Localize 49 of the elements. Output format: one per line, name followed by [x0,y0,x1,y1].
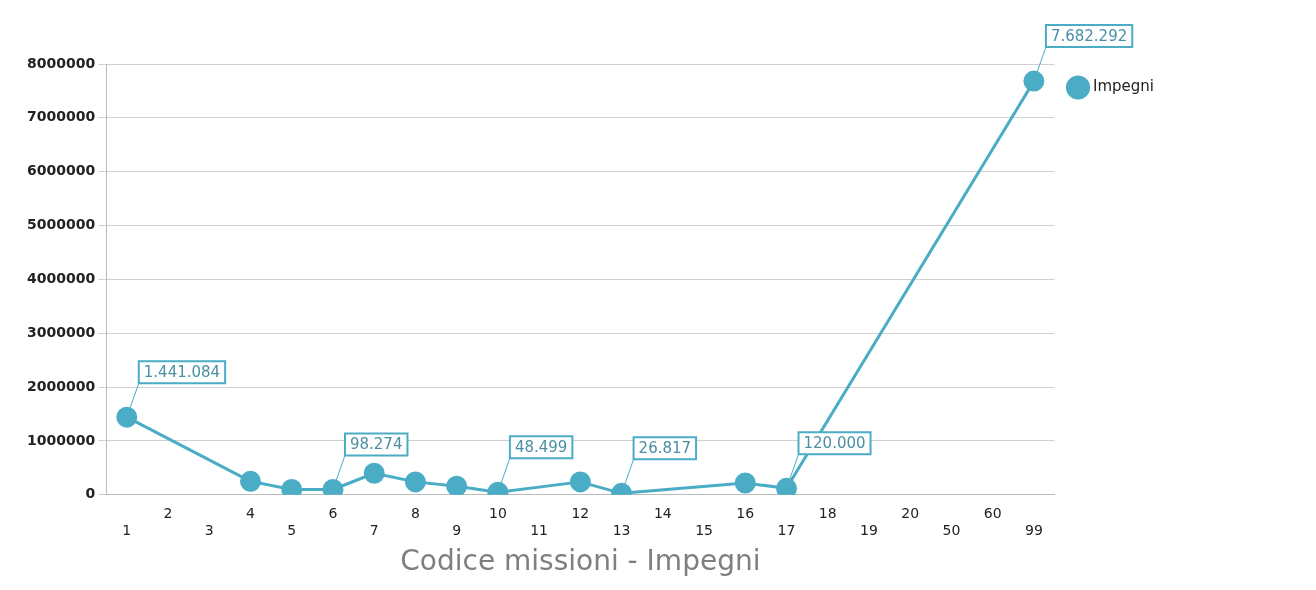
x-tick-label: 20 [901,504,920,521]
x-tick-label: 15 [695,521,713,538]
y-tick-label: 4000000 [26,270,96,287]
x-tick-label: 13 [612,521,631,538]
data-label: 98.274 [349,435,403,454]
x-axis-title: Codice missioni - Impegni [400,544,761,578]
x-tick-label: 3 [204,521,214,538]
y-tick-label: 0 [85,485,96,502]
point [404,471,426,493]
point [569,471,591,493]
point [734,472,756,494]
x-tick-label: 60 [983,504,1002,521]
x-tick-label: 18 [818,504,837,521]
x-tick-label: 7 [369,521,379,538]
legend-label: Impegni [1093,77,1154,96]
point [363,462,385,484]
x-tick-label: 9 [452,521,462,538]
x-tick-label: 6 [328,504,338,521]
x-tick-label: 19 [860,521,878,538]
point [240,470,261,492]
data-label: 120.000 [803,434,866,453]
x-tick-label: 4 [246,504,256,521]
x-tick-label: 1 [122,521,132,538]
x-tick-label: 12 [571,504,590,521]
x-tick-label: 17 [777,521,796,538]
y-tick-label: 3000000 [26,323,96,340]
data-label: 26.817 [638,439,692,458]
point [1023,70,1045,92]
y-tick-label: 1000000 [26,431,96,448]
y-tick-label: 5000000 [26,216,96,233]
data-label: 48.499 [514,438,568,457]
x-tick-label: 5 [287,521,297,538]
point [776,477,798,495]
x-tick-label: 99 [1024,521,1043,538]
x-tick-label: 16 [736,504,755,521]
x-tick-label: 8 [410,504,420,521]
data-label: 1.441.084 [143,363,221,382]
y-tick-label: 7000000 [26,108,96,125]
x-tick-label: 14 [653,504,672,521]
point [116,406,138,428]
data-label: 7.682.292 [1050,27,1128,45]
y-tick-label: 8000000 [26,54,96,71]
x-tick-label: 50 [942,521,961,538]
x-tick-label: 11 [530,521,549,538]
y-tick-label: 6000000 [26,162,96,179]
point [446,475,468,495]
x-tick-label: 10 [488,504,507,521]
y-tick-label: 2000000 [26,377,96,394]
x-tick-label: 2 [163,504,173,521]
